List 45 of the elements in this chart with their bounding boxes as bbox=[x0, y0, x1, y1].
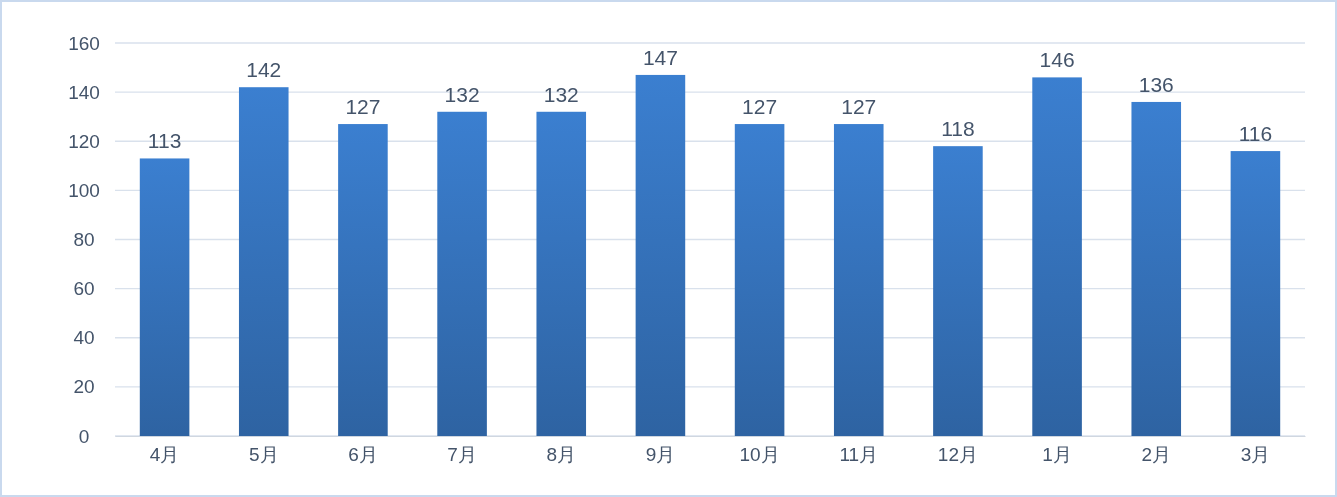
x-tick-label: 1月 bbox=[1042, 444, 1072, 465]
y-tick-label: 140 bbox=[68, 81, 100, 103]
bar bbox=[338, 124, 388, 436]
y-tick-label: 80 bbox=[73, 229, 95, 251]
y-tick-label: 120 bbox=[68, 130, 100, 152]
x-tick-label: 7月 bbox=[447, 444, 477, 465]
data-label: 127 bbox=[742, 95, 778, 119]
x-tick-label: 3月 bbox=[1240, 444, 1271, 465]
data-label: 116 bbox=[1238, 122, 1273, 146]
bar bbox=[734, 124, 785, 436]
y-tick-label: 0 bbox=[78, 425, 90, 447]
data-label: 142 bbox=[246, 58, 282, 82]
bar bbox=[933, 146, 983, 436]
bar bbox=[139, 158, 190, 436]
x-tick-label: 5月 bbox=[248, 444, 279, 465]
bar bbox=[833, 124, 884, 436]
data-label: 127 bbox=[345, 95, 381, 119]
y-tick-label: 100 bbox=[68, 179, 100, 201]
x-tick-label: 12月 bbox=[937, 444, 978, 465]
x-tick-label: 9月 bbox=[645, 444, 676, 465]
y-tick-label: 60 bbox=[73, 278, 95, 300]
data-label: 118 bbox=[941, 117, 975, 141]
data-label: 132 bbox=[543, 82, 579, 106]
data-label: 132 bbox=[444, 82, 480, 106]
bar bbox=[1131, 101, 1182, 436]
bar bbox=[1032, 77, 1082, 436]
x-tick-label: 4月 bbox=[149, 444, 180, 465]
x-tick-label: 11月 bbox=[839, 444, 879, 465]
data-label: 127 bbox=[841, 95, 877, 119]
data-label: 147 bbox=[642, 45, 678, 69]
bar bbox=[238, 87, 289, 436]
x-tick-label: 6月 bbox=[348, 444, 378, 465]
data-label: 136 bbox=[1138, 72, 1174, 96]
bar bbox=[635, 74, 686, 436]
data-label: 146 bbox=[1039, 48, 1075, 72]
y-tick-label: 160 bbox=[68, 32, 100, 54]
y-tick-label: 20 bbox=[73, 376, 95, 398]
bar bbox=[536, 111, 587, 436]
bar bbox=[437, 111, 487, 436]
x-tick-label: 10月 bbox=[739, 444, 780, 465]
data-label: 113 bbox=[147, 129, 182, 153]
y-tick-label: 40 bbox=[73, 327, 95, 349]
bar bbox=[1230, 151, 1281, 436]
x-tick-label: 8月 bbox=[546, 444, 577, 465]
x-tick-label: 2月 bbox=[1141, 444, 1172, 465]
